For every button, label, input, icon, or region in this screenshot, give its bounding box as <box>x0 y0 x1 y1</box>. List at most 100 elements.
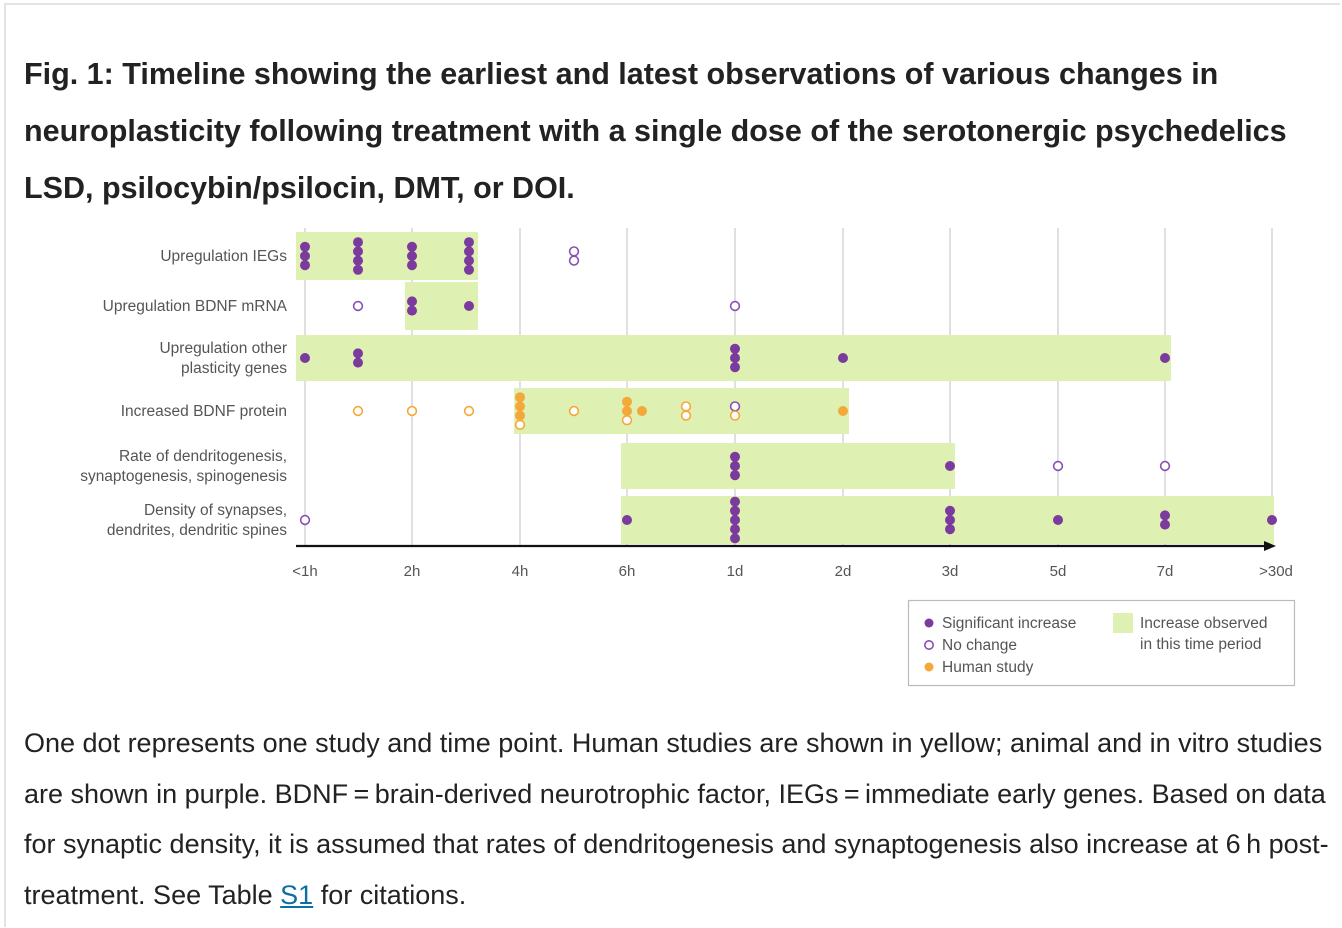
table-s1-link[interactable]: S1 <box>280 879 314 910</box>
x-tick-6h: 6h <box>619 563 636 580</box>
legend-no-change-dot <box>923 639 934 650</box>
dot-significant-row-6 <box>730 524 740 535</box>
dot-no-change-row-5 <box>1052 460 1064 472</box>
dot-significant-row-3 <box>730 353 740 363</box>
dot-significant-row-2 <box>407 296 417 307</box>
dot-significant-row-1 <box>464 246 474 257</box>
dot-significant-row-6 <box>622 515 632 525</box>
dot-significant-row-3 <box>730 343 740 354</box>
dot-significant-row-3 <box>1160 353 1170 363</box>
dot-significant-row-5 <box>730 461 740 471</box>
dot-significant-row-3 <box>838 353 848 363</box>
dot-significant-row-2 <box>407 305 417 316</box>
dot-human-no-change-row-4 <box>514 419 526 431</box>
row-label-1-line-1: Upregulation IEGs <box>160 248 287 265</box>
x-tick-<1h: <1h <box>292 563 317 580</box>
legend-no-change-label: No change <box>942 637 1017 654</box>
figure-caption: One dot represents one study and time po… <box>24 718 1336 920</box>
dot-no-change-row-5 <box>1159 460 1171 472</box>
dot-significant-row-6 <box>1267 515 1277 525</box>
period-band-row-4 <box>514 388 849 434</box>
row-label-5-line-2: synaptogenesis, spinogenesis <box>80 468 287 485</box>
dot-significant-row-1 <box>407 251 417 261</box>
legend-box <box>907 599 1296 687</box>
legend-significant-dot <box>924 618 934 628</box>
row-label-2-line-1: Upregulation BDNF mRNA <box>103 298 288 315</box>
dot-human-row-4 <box>637 406 647 416</box>
row-label-5-line-1: Rate of dendritogenesis, <box>119 448 287 465</box>
dot-no-change-row-6 <box>299 514 311 526</box>
dot-significant-row-5 <box>730 470 740 481</box>
period-band-row-5 <box>621 443 955 489</box>
dot-significant-row-6 <box>945 524 955 535</box>
dot-significant-row-6 <box>945 515 955 525</box>
legend-band-swatch <box>1113 613 1133 633</box>
dot-significant-row-3 <box>730 362 740 373</box>
dot-significant-row-6 <box>1053 515 1063 525</box>
dot-significant-row-1 <box>300 260 310 271</box>
dot-human-row-4 <box>838 406 848 416</box>
x-tick-7d: 7d <box>1157 563 1174 580</box>
dot-human-no-change-row-4 <box>406 405 418 417</box>
dot-no-change-row-2 <box>729 300 741 312</box>
dot-significant-row-1 <box>464 237 474 248</box>
row-label-6-line-1: Density of synapses, <box>144 502 287 519</box>
dot-significant-row-1 <box>464 264 474 275</box>
dot-human-row-4 <box>622 406 632 416</box>
x-tick-1d: 1d <box>727 563 744 580</box>
dot-human-no-change-row-4 <box>463 405 475 417</box>
study-dots <box>299 237 1277 544</box>
dot-human-row-4 <box>622 396 632 407</box>
caption-text: One dot represents one study and time po… <box>24 728 1329 910</box>
dot-no-change-row-1 <box>568 255 580 266</box>
row-labels: Upregulation IEGs Upregulation BDNF mRNA U… <box>80 248 287 539</box>
x-axis <box>296 541 1276 551</box>
dot-significant-row-1 <box>300 251 310 261</box>
dot-significant-row-6 <box>1160 519 1170 530</box>
period-bands <box>296 232 1274 544</box>
dot-human-no-change-row-4 <box>352 405 364 417</box>
dot-significant-row-3 <box>353 357 363 368</box>
dot-human-row-4 <box>515 410 525 421</box>
dot-human-no-change-row-4 <box>621 415 633 426</box>
dot-human-no-change-row-4 <box>568 405 580 417</box>
dot-significant-row-6 <box>945 505 955 516</box>
dot-human-row-4 <box>515 401 525 412</box>
row-label-3-line-1: Upregulation other <box>159 340 287 357</box>
dot-significant-row-1 <box>353 264 363 275</box>
legend-human-label: Human study <box>942 659 1034 676</box>
dot-significant-row-5 <box>945 461 955 471</box>
dot-no-change-row-2 <box>352 300 364 312</box>
x-tick-labels: <1h 2h 4h 6h 1d 2d 3d 5d 7d >30d <box>292 563 1293 580</box>
legend: Significant increase No change Human study… <box>907 599 1296 687</box>
x-tick->30d: >30d <box>1259 563 1293 580</box>
x-tick-2h: 2h <box>404 563 421 580</box>
dot-significant-row-1 <box>407 241 417 252</box>
row-label-4-line-1: Increased BDNF protein <box>121 403 287 420</box>
dot-significant-row-6 <box>730 496 740 507</box>
grid-lines <box>304 228 1273 546</box>
dot-no-change-row-4 <box>729 401 741 412</box>
period-band-row-1 <box>296 232 478 280</box>
dot-human-no-change-row-4 <box>680 401 692 412</box>
x-tick-4h: 4h <box>512 563 529 580</box>
legend-human-dot <box>924 662 934 672</box>
row-label-3-line-2: plasticity genes <box>181 360 287 377</box>
legend-band-label-line-1: Increase observed <box>1140 615 1268 632</box>
timeline-chart: <1h 2h 4h 6h 1d 2d 3d 5d 7d >30d Upregulation IEG… <box>80 228 1296 687</box>
dot-significant-row-1 <box>353 246 363 257</box>
dot-significant-row-3 <box>353 348 363 359</box>
dot-no-change-row-1 <box>568 246 580 257</box>
dot-significant-row-6 <box>730 515 740 525</box>
dot-human-no-change-row-4 <box>729 410 741 421</box>
dot-significant-row-6 <box>1160 510 1170 521</box>
legend-band-label-line-2: in this time period <box>1140 636 1261 653</box>
x-tick-2d: 2d <box>835 563 852 580</box>
x-tick-5d: 5d <box>1050 563 1067 580</box>
dot-significant-row-1 <box>353 237 363 248</box>
dot-significant-row-1 <box>300 241 310 252</box>
figure-title: Fig. 1: Timeline showing the earliest an… <box>24 57 1287 205</box>
x-tick-3d: 3d <box>942 563 959 580</box>
figure-frame <box>4 3 1340 927</box>
row-label-6-line-2: dendrites, dendritic spines <box>107 522 287 539</box>
